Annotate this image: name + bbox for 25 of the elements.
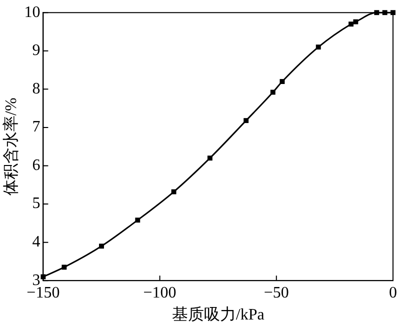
y-tick-label: 4	[32, 234, 40, 251]
y-tick-label: 6	[32, 156, 40, 174]
point	[244, 118, 249, 124]
x-tick-label: −50	[264, 284, 289, 302]
point	[280, 79, 285, 84]
point	[62, 264, 67, 270]
point	[270, 90, 276, 95]
y-axis-title: 体积含水率/%	[2, 98, 20, 196]
y-tick-label: 10	[24, 4, 40, 21]
x-tick-label: −100	[143, 284, 176, 302]
x-axis-title: 基质吸力/kPa	[172, 306, 264, 324]
point	[171, 189, 176, 194]
line-series	[40, 10, 396, 280]
point	[135, 218, 140, 223]
y-tick-label: 7	[32, 118, 40, 136]
y-tick-label: 9	[32, 42, 40, 60]
y-tick-label: 5	[32, 195, 40, 212]
point	[348, 22, 354, 27]
point	[316, 44, 321, 50]
point	[353, 19, 358, 24]
y-tick-label: 8	[32, 80, 40, 98]
point	[207, 156, 212, 161]
x-tick-label: 0	[389, 284, 397, 302]
x-tick-label: −150	[26, 284, 60, 302]
point	[99, 244, 104, 249]
